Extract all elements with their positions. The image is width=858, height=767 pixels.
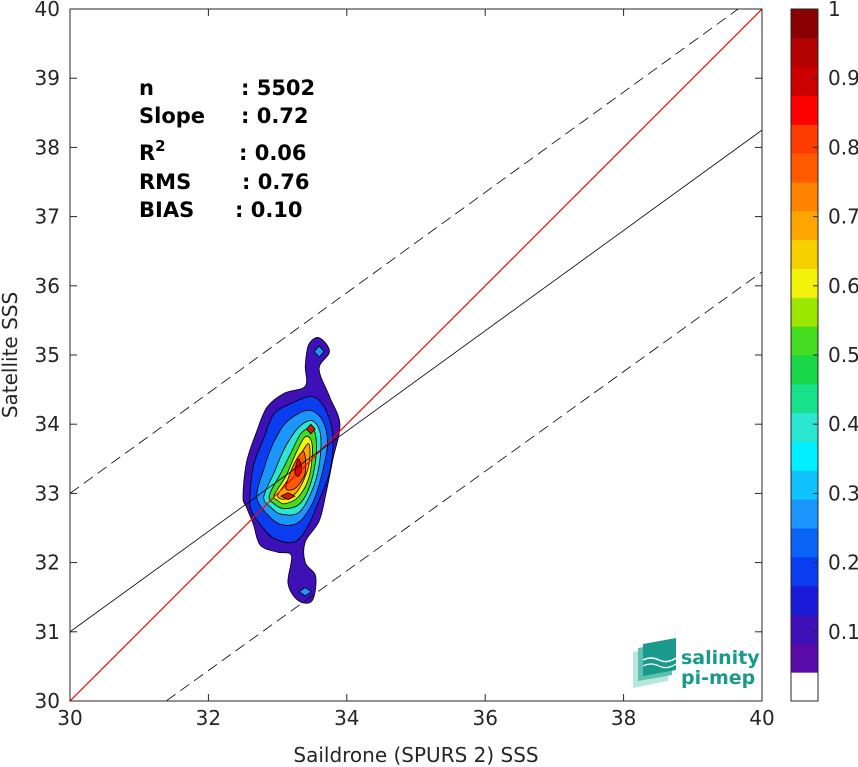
y-axis-label: Satellite SSS — [0, 292, 22, 418]
y-tick-label: 40 — [35, 0, 60, 21]
colorbar-segment — [791, 153, 818, 183]
colorbar-segment — [791, 441, 818, 471]
salinity-pi-mep-logo: salinity pi-mep — [633, 638, 760, 689]
density-contours — [242, 337, 341, 604]
y-tick-label: 37 — [35, 205, 60, 229]
logo-mark-icon — [633, 638, 677, 688]
colorbar-tick-label: 0.1 — [828, 620, 858, 644]
y-tick-label: 32 — [35, 551, 60, 575]
x-tick-label: 38 — [611, 706, 636, 730]
colorbar-segment — [791, 297, 818, 327]
colorbar-tick-label: 0.2 — [828, 551, 858, 575]
x-tick-label: 30 — [57, 706, 82, 730]
colorbar-segment — [791, 614, 818, 644]
density-peak-1 — [306, 423, 316, 435]
colorbar-segment — [791, 210, 818, 241]
colorbar-segment — [791, 643, 818, 673]
density-peak-2 — [313, 345, 325, 358]
upper-bound-line — [70, 9, 739, 494]
axes: 30 32 34 36 38 40 30 31 32 33 34 35 36 37 38 39 40 — [35, 0, 775, 730]
colorbar-segment — [791, 672, 818, 702]
colorbar-segment — [791, 556, 818, 587]
y-tick-label: 34 — [35, 412, 60, 436]
stat-label: Slope — [139, 104, 205, 128]
y-tick-label: 33 — [35, 481, 60, 505]
colorbar-tick-label: 0.4 — [828, 412, 858, 436]
stat-value: : 5502 — [241, 76, 315, 100]
logo-text-line1: salinity — [681, 647, 760, 669]
x-tick-label: 36 — [472, 706, 497, 730]
colorbar-tick-label: 0.9 — [828, 66, 858, 90]
colorbar-segment — [791, 182, 818, 212]
x-tick-label: 40 — [749, 706, 774, 730]
x-axis-label: Saildrone (SPURS 2) SSS — [293, 743, 538, 767]
colorbar-tick-label: 1 — [828, 0, 841, 21]
colorbar: 0.1 0.2 0.3 0.4 0.5 0.6 0.7 0.8 0.9 1 — [790, 0, 858, 702]
colorbar-segment — [791, 326, 818, 356]
stat-value: : 0.72 — [241, 104, 309, 128]
stat-value: : 0.76 — [242, 170, 310, 194]
colorbar-segment — [791, 95, 818, 125]
colorbar-segment — [791, 9, 818, 39]
stat-label: BIAS — [139, 198, 194, 222]
y-tick-label: 36 — [35, 274, 60, 298]
colorbar-tick-label: 0.6 — [828, 274, 858, 298]
logo-text-line2: pi-mep — [681, 667, 755, 689]
colorbar-segment — [791, 37, 818, 68]
colorbar-segment — [791, 585, 818, 615]
colorbar-tick-label: 0.7 — [828, 205, 858, 229]
y-tick-label: 38 — [35, 135, 60, 159]
x-tick-label: 34 — [334, 706, 359, 730]
stat-label: n — [139, 76, 154, 100]
colorbar-segment — [791, 528, 818, 558]
colorbar-segment — [791, 499, 818, 529]
colorbar-segment — [791, 239, 818, 269]
y-tick-label: 39 — [35, 66, 60, 90]
colorbar-tick-label: 0.3 — [828, 481, 858, 505]
density-peak-3 — [298, 587, 313, 597]
lower-bound-line — [165, 271, 762, 701]
colorbar-segment — [791, 383, 818, 414]
stat-label: RMS — [139, 170, 191, 194]
y-tick-label: 30 — [35, 689, 60, 713]
reference-lines — [70, 9, 762, 701]
y-tick-label: 35 — [35, 343, 60, 367]
y-tick-label: 31 — [35, 620, 60, 644]
x-tick-label: 32 — [196, 706, 221, 730]
stat-value: : 0.06 — [239, 141, 307, 165]
one-to-one-line — [70, 9, 762, 701]
colorbar-tick-label: 0.8 — [828, 135, 858, 159]
colorbar-tick-label: 0.5 — [828, 343, 858, 367]
colorbar-segment — [791, 470, 818, 500]
colorbar-segment — [791, 412, 818, 442]
density-peak-0 — [280, 492, 296, 501]
regression-line — [70, 129, 762, 633]
colorbar-segment — [791, 124, 818, 154]
colorbar-segment — [791, 66, 818, 96]
colorbar-segment — [791, 355, 818, 385]
colorbar-segment — [791, 268, 818, 298]
stat-value: : 0.10 — [235, 198, 303, 222]
